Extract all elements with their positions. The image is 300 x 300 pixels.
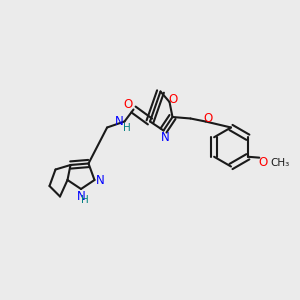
Text: H: H <box>81 195 88 206</box>
Text: N: N <box>95 173 104 187</box>
Text: N: N <box>160 130 169 144</box>
Text: N: N <box>76 190 85 203</box>
Text: O: O <box>203 112 212 125</box>
Text: O: O <box>124 98 133 111</box>
Text: H: H <box>123 123 131 133</box>
Text: CH₃: CH₃ <box>270 158 289 168</box>
Text: N: N <box>115 115 124 128</box>
Text: O: O <box>259 156 268 169</box>
Text: O: O <box>169 93 178 106</box>
